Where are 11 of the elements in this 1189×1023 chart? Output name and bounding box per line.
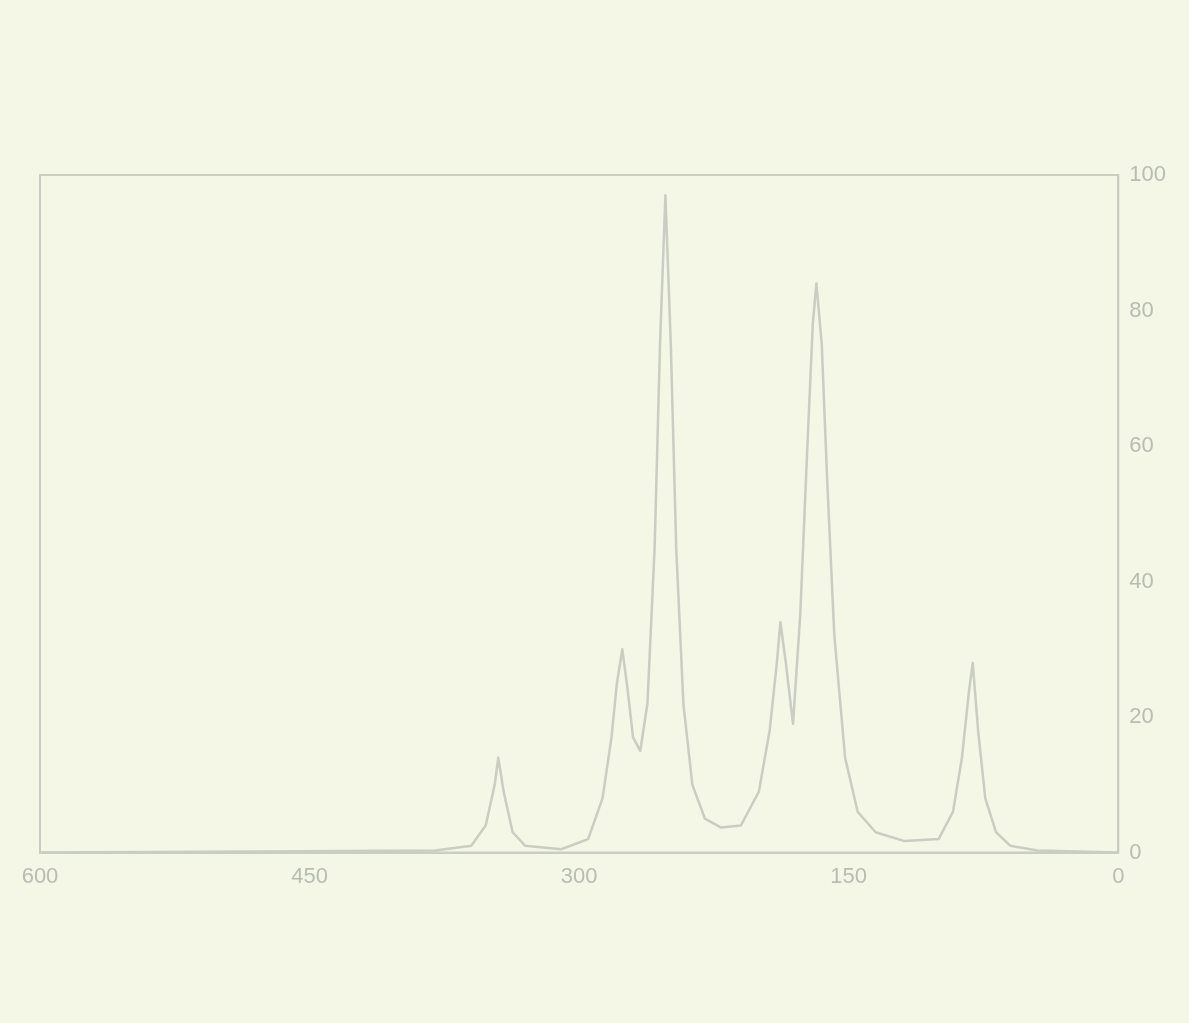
x-tick-label: 150: [830, 862, 868, 888]
x-tick-label: 300: [560, 862, 598, 888]
y-tick-label: 80: [1129, 296, 1154, 322]
y-tick-label: 20: [1129, 703, 1154, 729]
x-tick-label: 0: [1112, 862, 1125, 888]
y-tick-label: 100: [1129, 161, 1167, 187]
y-tick-label: 0: [1129, 838, 1142, 864]
x-tick-label: 450: [291, 862, 328, 888]
y-tick-label: 40: [1129, 567, 1154, 593]
y-tick-label: 60: [1129, 432, 1154, 458]
x-tick-label: 600: [21, 862, 59, 888]
